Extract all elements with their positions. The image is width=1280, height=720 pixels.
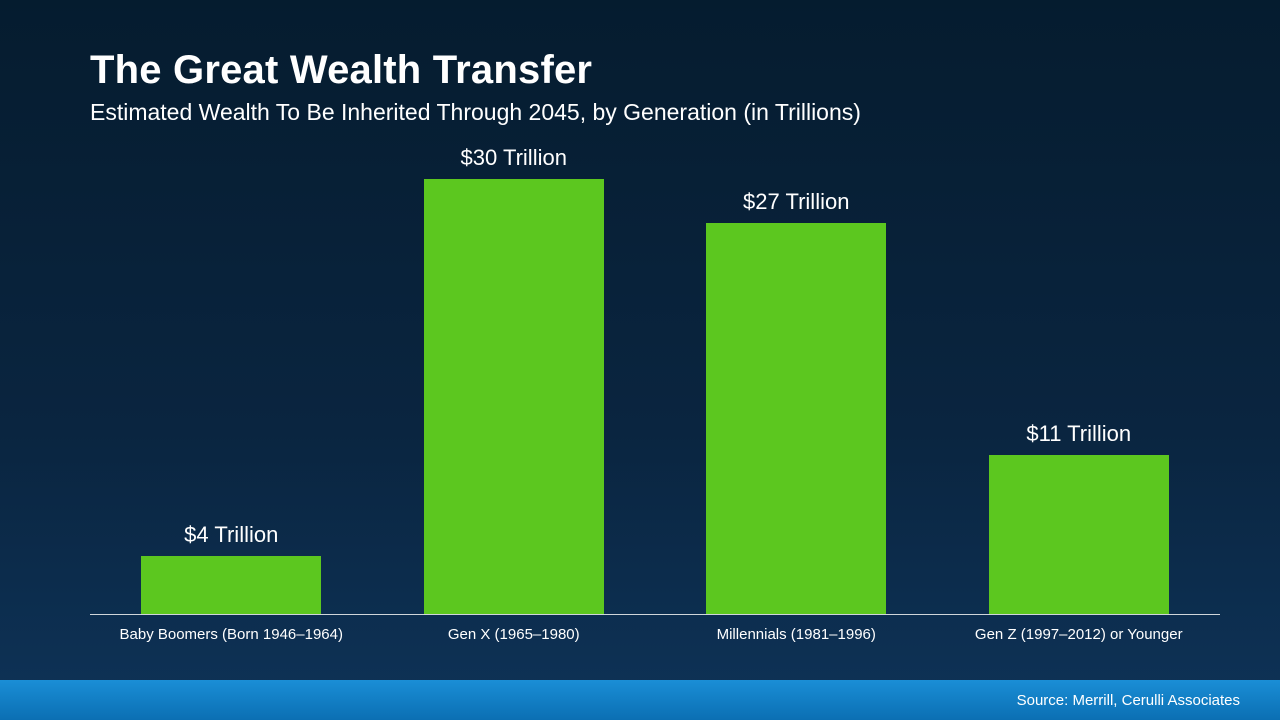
header: The Great Wealth Transfer Estimated Weal… (0, 0, 1280, 126)
bar-value-label: $30 Trillion (461, 145, 567, 171)
bar (141, 556, 321, 614)
bar-value-label: $4 Trillion (184, 522, 278, 548)
bar-group: $30 Trillion (373, 145, 656, 614)
source-text: Source: Merrill, Cerulli Associates (1017, 692, 1240, 709)
x-label: Gen X (1965–1980) (373, 620, 656, 643)
chart-title: The Great Wealth Transfer (90, 48, 1190, 93)
x-label: Gen Z (1997–2012) or Younger (938, 620, 1221, 643)
bar-group: $4 Trillion (90, 522, 373, 614)
bar-value-label: $11 Trillion (1026, 421, 1131, 447)
footer-bar: Source: Merrill, Cerulli Associates (0, 680, 1280, 720)
bar-value-label: $27 Trillion (743, 189, 849, 215)
bar (706, 223, 886, 615)
bar-group: $27 Trillion (655, 189, 938, 615)
bar-group: $11 Trillion (938, 421, 1221, 615)
chart-subtitle: Estimated Wealth To Be Inherited Through… (90, 99, 1190, 126)
plot-area: $4 Trillion $30 Trillion $27 Trillion $1… (90, 180, 1220, 615)
bar-chart: $4 Trillion $30 Trillion $27 Trillion $1… (90, 180, 1220, 640)
x-axis-labels: Baby Boomers (Born 1946–1964) Gen X (196… (90, 620, 1220, 643)
x-label: Baby Boomers (Born 1946–1964) (90, 620, 373, 643)
bar (989, 455, 1169, 615)
bar (424, 179, 604, 614)
x-label: Millennials (1981–1996) (655, 620, 938, 643)
